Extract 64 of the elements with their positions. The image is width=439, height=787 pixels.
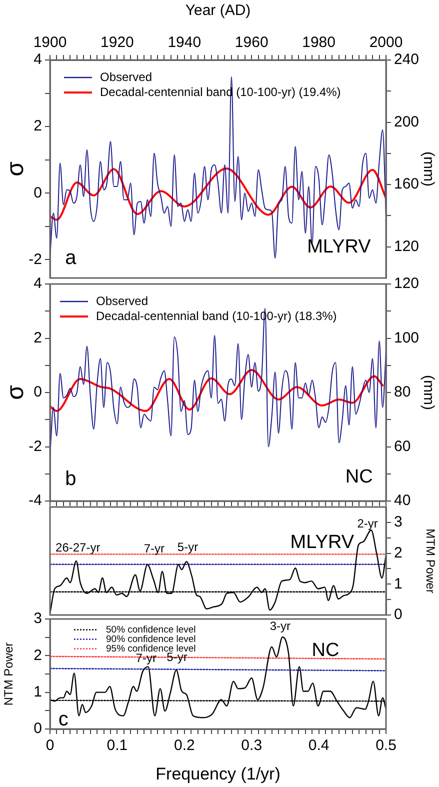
annotation: NC (312, 640, 340, 662)
x-tick-label: 1980 (302, 34, 336, 52)
x-tick-label: 1940 (168, 34, 202, 52)
y2-tick-label: 3 (394, 514, 402, 531)
y-tick-label: 2 (34, 118, 42, 135)
x-tick-label: 0 (46, 737, 54, 754)
y-tick-label: 0 (34, 720, 42, 738)
y-tick-label: 2 (34, 646, 42, 664)
x-axis-title: Year (AD) (185, 2, 251, 20)
y2-axis-title: MTM Power (423, 528, 438, 594)
y-tick-label: 0 (34, 184, 42, 202)
line-series (50, 368, 384, 412)
annotation: NC (345, 466, 373, 488)
y2-tick-label: 40 (394, 492, 411, 510)
x-tick-label: 0.5 (376, 737, 396, 754)
legend-label: 50% confidence level (106, 624, 196, 636)
y-tick-label: 1 (34, 683, 42, 700)
y-tick-label: 4 (34, 275, 42, 292)
legend-label: Observed (96, 294, 148, 308)
y-axis-title: σ (2, 384, 30, 400)
x-tick-label: 0.2 (174, 737, 195, 754)
y2-tick-label: 2 (394, 544, 402, 562)
y2-tick-label: 160 (394, 176, 420, 193)
y2-axis-title: (mm) (420, 375, 437, 410)
y2-axis-title: (mm) (420, 152, 437, 186)
y2-tick-label: 60 (394, 438, 411, 455)
annotation: a (65, 246, 78, 269)
y2-tick-label: 240 (394, 51, 420, 68)
y2-tick-label: 200 (394, 113, 420, 130)
line-series (50, 168, 386, 221)
annotation: c (58, 708, 68, 731)
x-axis-title: Frequency (1/yr) (156, 764, 280, 784)
x-tick-label: 0.4 (308, 737, 330, 754)
y-tick-label: -2 (28, 250, 42, 268)
x-tick-label: 1920 (100, 34, 134, 52)
annotation: MLYRV (290, 532, 354, 553)
annotation: 7-yr (144, 541, 164, 556)
x-tick-label: 0.1 (106, 737, 128, 754)
y-tick-label: 3 (34, 610, 42, 628)
annotation: b (65, 468, 76, 490)
y-axis-title: NTM Power (2, 642, 16, 706)
y-tick-label: 2 (34, 329, 42, 346)
x-tick-label: 1960 (234, 34, 268, 52)
y-tick-label: 0 (34, 384, 42, 401)
y2-tick-label: 0 (394, 606, 402, 624)
y2-tick-label: 100 (394, 329, 420, 346)
annotation: 5-yr (177, 540, 198, 554)
annotation: MLYRV (307, 236, 372, 258)
y2-tick-label: 120 (394, 238, 420, 255)
annotation: 26-27-yr (56, 540, 100, 554)
x-tick-label: 1900 (33, 34, 67, 52)
y-axis-title: σ (2, 161, 30, 176)
legend-label: Observed (100, 70, 152, 84)
y2-tick-label: 80 (394, 384, 411, 401)
legend-label: 90% confidence level (106, 634, 196, 645)
y-tick-label: 4 (34, 51, 42, 68)
y2-tick-label: 120 (394, 275, 420, 292)
x-tick-label: 0.3 (241, 737, 262, 754)
annotation: 2-yr (357, 516, 378, 531)
y2-tick-label: 1 (394, 575, 402, 592)
annotation: 3-yr (270, 619, 290, 634)
y-tick-label: -2 (28, 438, 42, 455)
x-tick-label: 2000 (369, 34, 403, 52)
y-tick-label: -4 (28, 492, 42, 510)
